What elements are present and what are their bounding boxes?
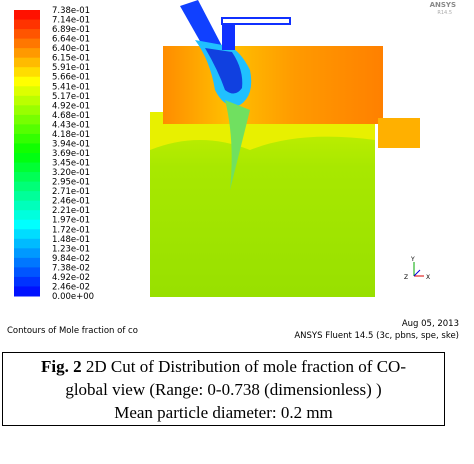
inlet-pipe [180,0,222,50]
colorbar-label: 4.43e-01 [52,120,90,130]
upper-chamber [163,46,383,124]
colorbar-label: 3.20e-01 [52,168,90,178]
caption-label: Fig. 2 [41,357,82,376]
colorbar-segment [14,229,40,240]
colorbar-label: 3.94e-01 [52,139,90,149]
plume-tail [225,100,250,190]
colorbar-segment [14,105,40,116]
colorbar-segment [14,95,40,106]
colorbar-label: 5.91e-01 [52,63,90,73]
colorbar-segment [14,200,40,211]
colorbar-label: 6.40e-01 [52,44,90,54]
colorbar-label: 2.71e-01 [52,187,90,197]
logo-version: R14.5 [437,10,452,16]
colorbar-label: 2.46e-01 [52,197,90,207]
colorbar-label: 7.38e-02 [52,263,90,273]
colorbar-segment [14,210,40,221]
colorbar-segment [14,286,40,297]
colorbar-segment [14,248,40,259]
colorbar-segment [14,114,40,125]
footer-left: Contours of Mole fraction of co [7,326,138,336]
lance [222,22,235,50]
colorbar-segment [14,191,40,202]
colorbar-label: 6.15e-01 [52,54,90,64]
colorbar-label: 3.45e-01 [52,159,90,169]
colorbar-segment [14,257,40,268]
triad-label: X [426,274,430,281]
colorbar-segment [14,86,40,97]
caption-line: Mean particle diameter: 0.2 mm [114,403,333,422]
triad-label: Z [404,274,408,281]
colorbar-label: 9.84e-02 [52,254,90,264]
colorbar-label: 2.46e-02 [52,282,90,292]
contour-plot: ANSYS R14.5 Y Z X Contours of Mole fract… [7,0,459,341]
caption-line: 2D Cut of Distribution of mole fraction … [85,357,406,376]
colorbar-segment [14,219,40,230]
colorbar-label: 5.66e-01 [52,73,90,83]
triad-label: Y [410,256,415,263]
colorbar-segment [14,10,40,21]
colorbar-label: 5.41e-01 [52,82,90,92]
colorbar-segment [14,67,40,78]
lance-bar [221,17,291,25]
colorbar-label: 4.18e-01 [52,130,90,140]
colorbar-segment [14,48,40,59]
colorbar-segment [14,276,40,287]
colorbar-label: 0.00e+00 [52,292,94,302]
colorbar-label: 4.68e-01 [52,111,90,121]
footer-date: Aug 05, 2013 [402,319,459,329]
colorbar-segment [14,19,40,30]
colorbar-label: 4.92e-01 [52,101,90,111]
colorbar-segment [14,133,40,144]
colorbar-label: 2.95e-01 [52,178,90,188]
caption-line: global view (Range: 0-0.738 (dimensionle… [65,380,382,399]
colorbar-label: 1.23e-01 [52,244,90,254]
colorbar-segment [14,162,40,173]
colorbar-label: 6.89e-01 [52,25,90,35]
colorbar-segment [14,181,40,192]
colorbar-segment [14,172,40,183]
colorbar-segment [14,143,40,154]
colorbar-segment [14,57,40,68]
colorbar-label: 3.69e-01 [52,149,90,159]
colorbar-label: 7.38e-01 [52,6,90,16]
colorbar-label: 2.21e-01 [52,206,90,216]
colorbar-segment [14,76,40,87]
colorbar-label: 6.64e-01 [52,35,90,45]
colorbar-segment [14,38,40,49]
colorbar-label: 4.92e-02 [52,273,90,283]
colorbar-segment [14,153,40,164]
colorbar-label: 5.17e-01 [52,92,90,102]
logo: ANSYS [430,1,456,9]
colorbar-segment [14,29,40,40]
colorbar-segment [14,267,40,278]
colorbar-segment [14,124,40,135]
axes-triad [413,262,424,277]
colorbar-label: 1.97e-01 [52,216,90,226]
plume-core [205,48,243,94]
colorbar-label: 7.14e-01 [52,16,90,26]
colorbar-label: 1.72e-01 [52,225,90,235]
colorbar-segment [14,238,40,249]
colorbar-label: 1.48e-01 [52,235,90,245]
caption: Fig. 2 2D Cut of Distribution of mole fr… [2,352,445,426]
outlet-pipe [378,118,420,148]
footer-software: ANSYS Fluent 14.5 (3c, pbns, spe, ske) [294,331,459,341]
